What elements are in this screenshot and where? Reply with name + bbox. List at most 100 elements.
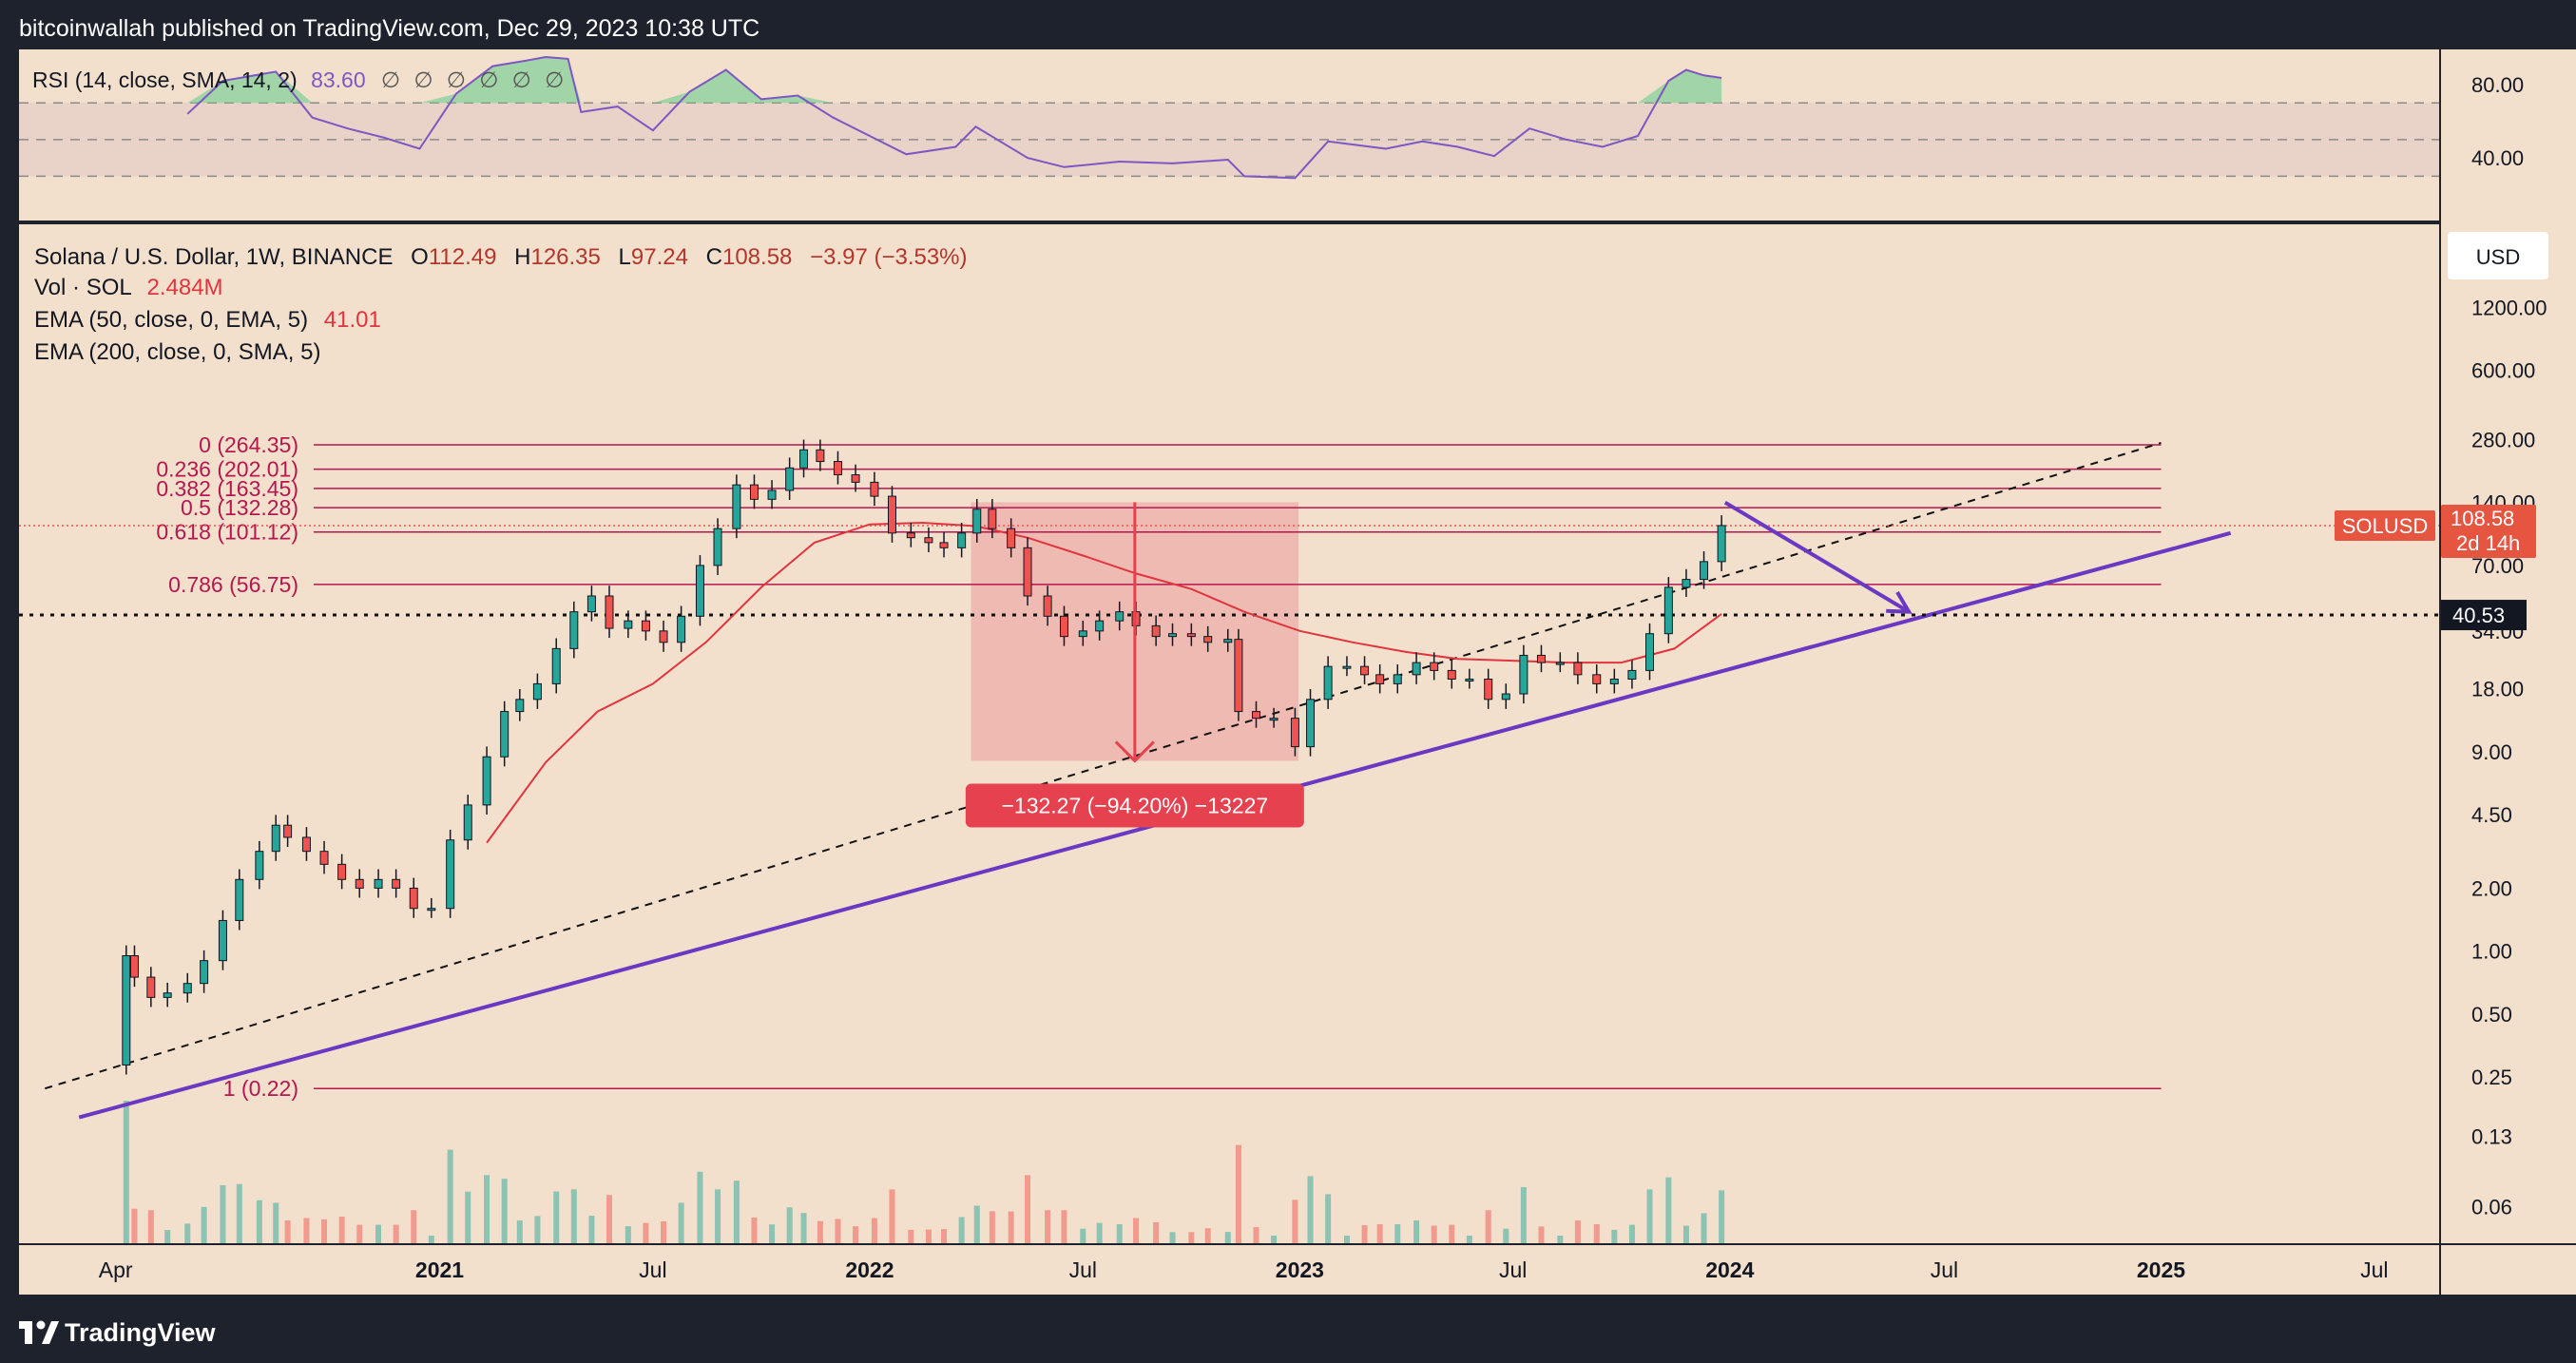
price-tick-label: 0.13 <box>2471 1124 2512 1148</box>
candle-body <box>785 467 795 491</box>
open-value: 112.49 <box>429 244 497 270</box>
volume-bar <box>321 1219 328 1243</box>
volume-bar <box>303 1218 310 1243</box>
currency-button[interactable] <box>2448 232 2548 279</box>
candle-body <box>500 711 509 758</box>
symbol-tag <box>2335 509 2435 541</box>
volume-bar <box>1646 1189 1653 1243</box>
candle-body <box>924 537 933 544</box>
symbol-name: Solana / U.S. Dollar, 1W, BINANCE <box>34 244 393 270</box>
volume-bar <box>800 1213 807 1243</box>
volume-bar <box>1466 1236 1472 1243</box>
rsi-legend-icon[interactable]: ∅ <box>545 67 564 92</box>
volume-bar <box>958 1217 965 1243</box>
candle-body <box>695 565 704 617</box>
volume-bar <box>236 1183 242 1243</box>
candle-body <box>1360 665 1370 676</box>
volume-bar <box>871 1218 877 1243</box>
candle-body <box>200 960 209 985</box>
low-value: 97.24 <box>631 244 688 270</box>
candle-body <box>870 481 879 497</box>
volume-bar <box>147 1210 154 1243</box>
price-tick-label: 0.06 <box>2471 1195 2512 1219</box>
ema50-label: EMA (50, close, 0, EMA, 5) <box>34 307 308 333</box>
candle-body <box>1717 525 1726 563</box>
candle-body <box>374 878 383 889</box>
candle-body <box>355 878 364 889</box>
candle-body <box>749 484 759 500</box>
candle-body <box>301 836 311 853</box>
fibonacci-levels[interactable]: 0 (264.35)0.236 (202.01)0.382 (163.45)0.… <box>156 432 2162 1101</box>
last-price-value: 108.58 <box>2451 507 2514 530</box>
candle-body <box>1447 669 1456 681</box>
rsi-legend-icon[interactable]: ∅ <box>447 67 466 92</box>
volume-bar <box>1325 1194 1332 1243</box>
volume-bar <box>356 1224 363 1243</box>
time-tick-label: 2024 <box>1705 1257 1754 1282</box>
candle-body <box>1573 662 1583 676</box>
volume-value: 2.484M <box>147 275 223 300</box>
volume-bar <box>1611 1229 1618 1243</box>
volume-bar <box>1045 1210 1051 1243</box>
candle-body <box>1519 654 1528 695</box>
candle-body <box>218 919 227 962</box>
volume-bar <box>123 1101 129 1243</box>
volume-bar <box>1188 1232 1195 1243</box>
volume-bar <box>973 1205 980 1243</box>
volume-bar <box>1235 1144 1241 1243</box>
candle-body <box>816 449 825 463</box>
volume-bar <box>1394 1223 1401 1243</box>
volume-bar <box>465 1191 471 1243</box>
candle-body <box>1059 615 1068 638</box>
measure-label: −132.27 (−94.20%) −13227 <box>1001 793 1268 817</box>
candle-body <box>482 756 491 806</box>
rsi-legend-icon[interactable]: ∅ <box>512 67 531 92</box>
volume-bar <box>338 1216 345 1243</box>
time-axis-ticks[interactable]: Apr 2021 Jul 2022 Jul 2023 Jul 2024 Jul 2025 Jul <box>99 1257 2389 1282</box>
candle-body <box>1609 679 1619 684</box>
volume-bar <box>273 1202 279 1243</box>
volume-bar <box>1133 1218 1140 1243</box>
candle-body <box>887 495 896 534</box>
candle-body <box>605 595 614 629</box>
candle-body <box>1592 674 1602 684</box>
volume-bar <box>835 1219 841 1243</box>
candle-body <box>255 851 264 880</box>
rsi-legend-icon[interactable]: ∅ <box>413 67 433 92</box>
rsi-axis-ticks: 80.00 40.00 <box>2471 73 2524 170</box>
candle-body <box>1682 579 1691 588</box>
ema200-legend: EMA (200, close, 0, SMA, 5) <box>34 339 320 365</box>
candle-body <box>463 804 472 841</box>
candle-body <box>1186 633 1196 638</box>
fib-level-label: 0.786 (56.75) <box>168 572 298 597</box>
volume-bar <box>1376 1223 1383 1243</box>
price-tick-label: 280.00 <box>2471 428 2535 451</box>
projection-arrow-shaft[interactable] <box>1723 500 1911 614</box>
candle-body <box>1115 611 1125 622</box>
volume-bar <box>1574 1219 1581 1243</box>
candle-body <box>1151 624 1161 638</box>
candle-body <box>906 532 915 539</box>
last-price-countdown: 2d 14h <box>2456 531 2520 555</box>
volume-bar <box>534 1216 541 1243</box>
volume-bar <box>570 1189 577 1243</box>
last-price-tag <box>2441 504 2536 558</box>
rsi-legend-label: RSI (14, close, SMA, 14, 2) <box>32 67 298 92</box>
volume-bar <box>989 1211 995 1243</box>
rsi-legend-icon[interactable]: ∅ <box>479 67 498 92</box>
candle-body <box>163 992 172 998</box>
volume-bar <box>201 1206 207 1243</box>
time-axis-pane[interactable] <box>19 1245 2439 1295</box>
volume-bar <box>1520 1187 1527 1243</box>
volume-bar <box>1096 1222 1103 1243</box>
price-tick-label: 18.00 <box>2471 678 2524 701</box>
candle-body <box>551 647 561 684</box>
volume-bar <box>925 1229 932 1243</box>
rsi-legend-icon[interactable]: ∅ <box>381 67 400 92</box>
volume-bar <box>889 1189 895 1243</box>
price-tick-label: 1200.00 <box>2471 297 2547 320</box>
candle-body <box>319 851 329 865</box>
candle-body <box>939 542 949 548</box>
candle-body <box>641 620 650 632</box>
